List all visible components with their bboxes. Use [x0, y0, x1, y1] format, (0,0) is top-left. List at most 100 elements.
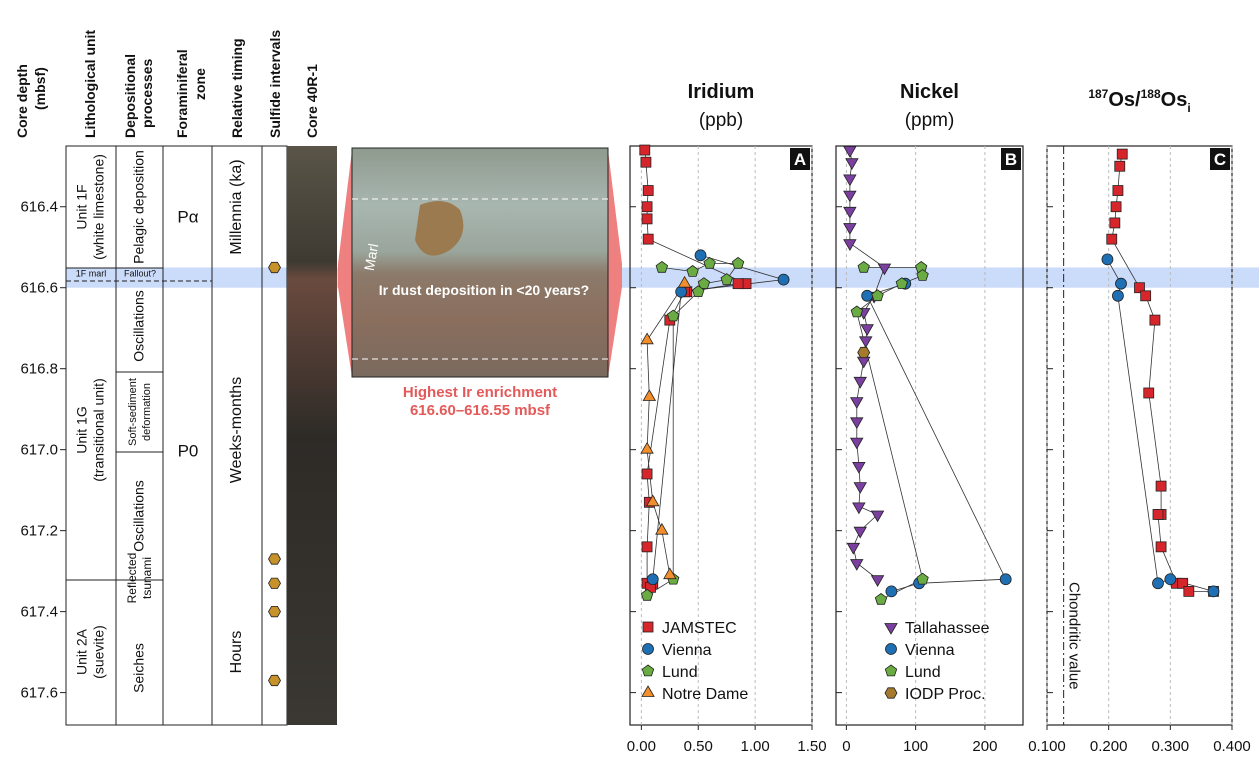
- cell: Oscillations: [131, 480, 147, 552]
- marker: [850, 397, 864, 409]
- marker: [642, 185, 654, 196]
- cell: (suevite): [91, 625, 107, 679]
- legend-marker: [884, 664, 898, 677]
- x-tick-label: 0: [842, 738, 850, 755]
- marker: [1116, 148, 1128, 160]
- panel-badge: [1001, 148, 1021, 170]
- marker: [874, 593, 888, 605]
- marker: [1106, 233, 1118, 245]
- legend-marker: [642, 643, 654, 655]
- title-part: 188: [1141, 87, 1161, 101]
- depth-tick-label: 617.6: [20, 685, 58, 702]
- title-part: Os: [1161, 89, 1188, 111]
- panel-letter: C: [1214, 150, 1226, 169]
- marker: [916, 572, 929, 585]
- clast: [415, 201, 464, 256]
- cell: tsunami: [140, 557, 154, 599]
- marker: [999, 573, 1012, 586]
- marker: [1112, 289, 1124, 302]
- marker: [885, 585, 898, 598]
- photo-label: Ir dust deposition in <20 years?: [379, 282, 589, 298]
- marker: [1207, 585, 1220, 598]
- marker: [1164, 573, 1177, 586]
- marker: [677, 275, 692, 288]
- marker: [1183, 585, 1195, 597]
- header: Relative timing: [229, 38, 245, 138]
- marker: [860, 324, 874, 337]
- legend-marker: [884, 687, 898, 699]
- photo-label: Marl: [361, 242, 381, 272]
- marker: [850, 305, 863, 318]
- marker: [916, 269, 929, 281]
- depth-tick-label: 616.8: [20, 361, 58, 378]
- profile-line: [652, 254, 784, 580]
- marker: [1177, 577, 1189, 589]
- cell: (transitional unit): [91, 378, 107, 482]
- sulfide-marker: [268, 674, 281, 687]
- legend-marker: [641, 664, 655, 677]
- depth-tick-label: 617.2: [20, 523, 58, 540]
- panel-unit: (ppb): [699, 110, 743, 131]
- plot-frame: [629, 145, 813, 726]
- marker: [646, 494, 660, 507]
- legend-marker: [641, 685, 655, 697]
- panel-letter: A: [794, 150, 806, 169]
- panel-badge: [1210, 148, 1230, 170]
- panel-title: Nickel: [900, 81, 959, 103]
- marker: [641, 201, 653, 213]
- sulfide-marker: [268, 553, 281, 565]
- title-part: 187: [1088, 87, 1108, 101]
- cell: Oscillations: [131, 290, 147, 362]
- cell: Unit 2A: [74, 628, 90, 675]
- marker: [846, 542, 861, 555]
- legend-marker: [884, 623, 898, 635]
- cell: Unit 1F: [74, 184, 90, 229]
- marker: [1143, 387, 1155, 399]
- marker: [1115, 277, 1127, 290]
- cell: Weeks-months: [228, 377, 245, 483]
- cell: Soft-sediment: [127, 378, 139, 446]
- legend-label: IODP Proc.: [905, 686, 986, 703]
- cell: Unit 1G: [74, 406, 90, 453]
- marker: [1155, 480, 1167, 492]
- cell: deformation: [141, 383, 153, 441]
- marker: [870, 510, 885, 523]
- marker: [852, 461, 866, 474]
- profile-line: [1111, 154, 1214, 592]
- marker: [697, 277, 711, 289]
- core-photo: [351, 147, 609, 378]
- marker: [877, 263, 892, 276]
- strat-cells: Unit 1F (white limestone) 1F marl Unit 1…: [74, 150, 246, 693]
- marker: [1109, 217, 1121, 229]
- marker: [1101, 253, 1114, 266]
- cell: Fallout?: [124, 268, 156, 278]
- marker: [859, 336, 873, 349]
- marker: [694, 249, 707, 262]
- marker: [655, 261, 669, 273]
- marker: [640, 156, 652, 168]
- marker: [871, 289, 884, 302]
- header: Lithological unit: [82, 30, 98, 138]
- connector: [338, 150, 352, 377]
- marker: [850, 559, 864, 571]
- x-tick-label: 1.00: [741, 738, 770, 755]
- marker: [642, 233, 654, 245]
- marker: [852, 502, 866, 515]
- marker: [686, 265, 699, 277]
- sulfide-marker: [268, 261, 281, 274]
- cell: Pα: [177, 207, 198, 226]
- marker: [640, 441, 654, 454]
- legend-marker: [885, 643, 897, 655]
- legend-label: Lund: [905, 664, 941, 681]
- marker: [853, 376, 867, 389]
- marker: [1149, 314, 1161, 326]
- marker: [1134, 282, 1145, 294]
- strat-frame: [65, 145, 288, 726]
- marker: [641, 213, 653, 225]
- marker: [663, 567, 677, 580]
- marker: [857, 261, 870, 273]
- legend-marker: [642, 621, 654, 633]
- marker: [1112, 185, 1124, 196]
- cell: 1F marl: [76, 268, 107, 278]
- marker: [861, 289, 874, 302]
